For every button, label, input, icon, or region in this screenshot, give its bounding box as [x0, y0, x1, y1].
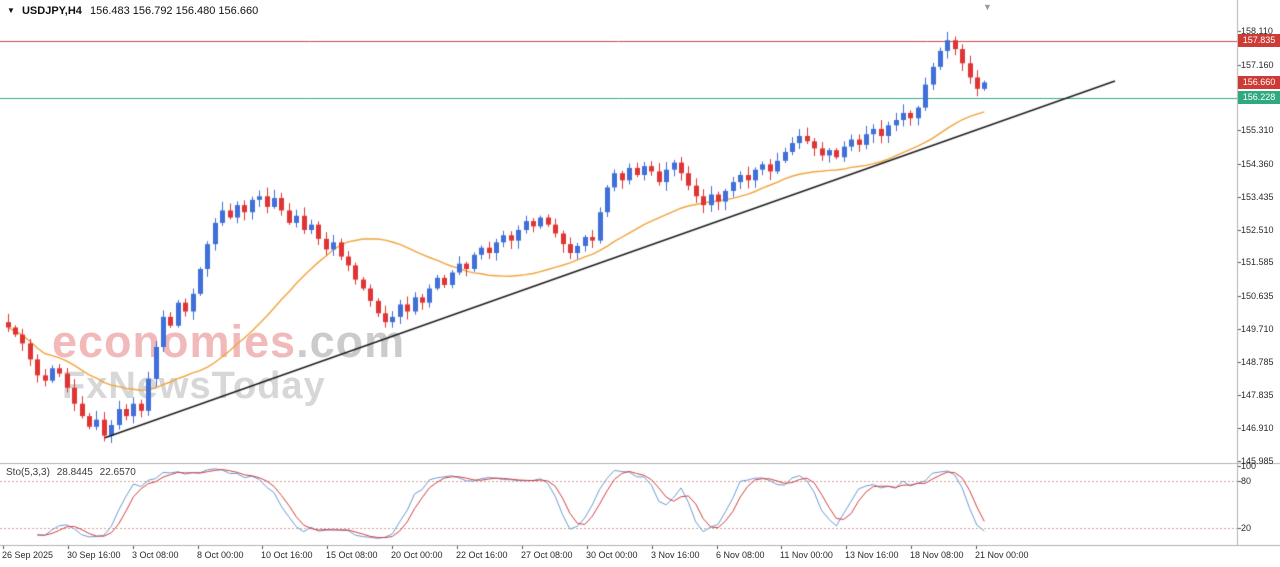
indicator-k-value: 28.8445	[56, 467, 93, 478]
price-axis-label: 148.785	[1241, 357, 1274, 367]
price-badge: 156.228	[1238, 91, 1280, 104]
price-axis-label: 150.635	[1241, 291, 1274, 301]
indicator-d-value: 22.6570	[99, 467, 136, 478]
time-axis-label: 8 Oct 00:00	[197, 550, 244, 560]
time-axis-label: 10 Oct 16:00	[261, 550, 313, 560]
time-axis-label: 11 Nov 00:00	[780, 550, 833, 560]
price-axis-label: 149.710	[1241, 324, 1274, 334]
price-axis-label: 145.985	[1241, 456, 1274, 466]
time-axis-label: 30 Oct 00:00	[586, 550, 638, 560]
indicator-name: Sto(5,3,3)	[6, 467, 50, 478]
price-axis-label: 147.835	[1241, 390, 1274, 400]
time-axis-label: 13 Nov 16:00	[845, 550, 899, 560]
time-axis-label: 15 Oct 08:00	[326, 550, 378, 560]
time-axis-label: 26 Sep 2025	[2, 550, 54, 560]
price-axis-label: 152.510	[1241, 225, 1274, 235]
price-badge: 156.660	[1238, 76, 1280, 89]
price-axis-label: 146.910	[1241, 423, 1274, 433]
time-axis-label: 27 Oct 08:00	[521, 550, 573, 560]
symbol-timeframe-label: USDJPY,H4	[21, 5, 82, 17]
price-axis-label: 151.585	[1241, 257, 1274, 267]
symbol-dropdown-icon[interactable]: ▼	[7, 6, 15, 15]
time-axis-label: 20 Oct 00:00	[391, 550, 443, 560]
price-axis-label: 154.360	[1241, 159, 1274, 169]
indicator-axis-label: 80	[1241, 476, 1252, 486]
price-badge: 157.835	[1238, 34, 1280, 47]
time-axis-label: 6 Nov 08:00	[716, 550, 765, 560]
time-axis-label: 22 Oct 16:00	[456, 550, 508, 560]
indicator-label-row: Sto(5,3,3) 28.8445 22.6570	[6, 467, 140, 478]
time-axis-label: 21 Nov 00:00	[975, 550, 1029, 560]
price-axis-label: 158.110	[1241, 26, 1273, 36]
price-axis-label: 153.435	[1241, 192, 1274, 202]
chart-header: ▼ USDJPY,H4 156.483 156.792 156.480 156.…	[7, 5, 258, 17]
ohlc-values: 156.483 156.792 156.480 156.660	[89, 5, 259, 17]
time-axis-label: 3 Nov 16:00	[651, 550, 700, 560]
time-axis-label: 30 Sep 16:00	[67, 550, 121, 560]
time-axis-label: 3 Oct 08:00	[132, 550, 179, 560]
indicator-axis-label: 20	[1241, 523, 1252, 533]
chart-shift-marker-icon[interactable]: ▼	[983, 2, 992, 12]
price-axis-label: 157.160	[1241, 60, 1274, 70]
time-axis-label: 18 Nov 08:00	[910, 550, 964, 560]
indicator-axis-label: 100	[1241, 461, 1257, 471]
price-axis-label: 155.310	[1241, 125, 1274, 135]
